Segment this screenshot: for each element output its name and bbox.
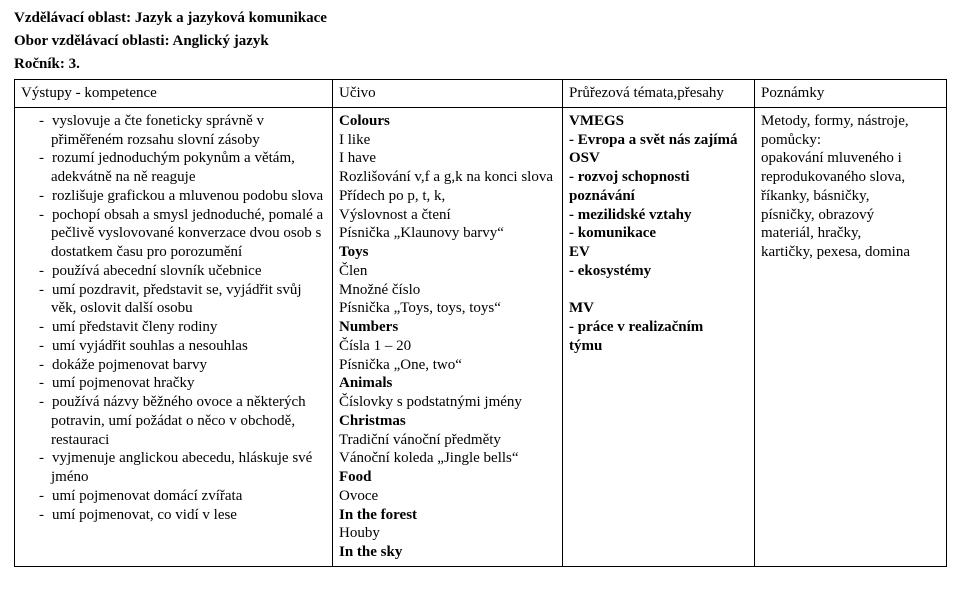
curriculum-table: Výstupy - kompetence Učivo Průřezová tém… — [14, 79, 947, 567]
notes-line: materiál, hračky, — [761, 224, 940, 243]
topics-line: MV — [569, 299, 748, 318]
header-area: Vzdělávací oblast: Jazyk a jazyková komu… — [14, 10, 946, 27]
topics-line: - mezilidské vztahy — [569, 206, 748, 225]
content-line: Člen — [339, 262, 556, 281]
topics-line: OSV — [569, 149, 748, 168]
subject-label: Obor vzdělávací oblasti — [14, 33, 165, 49]
outcomes-item: umí představit členy rodiny — [51, 318, 326, 337]
content-line: Ovoce — [339, 487, 556, 506]
cell-content: ColoursI likeI haveRozlišování v,f a g,k… — [333, 107, 563, 566]
content-line: Numbers — [339, 318, 556, 337]
content-line: Colours — [339, 112, 556, 131]
outcomes-item: pochopí obsah a smysl jednoduché, pomalé… — [51, 206, 326, 262]
content-line: Rozlišování v,f a g,k na konci slova — [339, 168, 556, 187]
header-grade: Ročník: 3. — [14, 56, 946, 73]
table-row: vyslovuje a čte foneticky správně v přim… — [15, 107, 947, 566]
content-line: Animals — [339, 374, 556, 393]
topics-line: - ekosystémy — [569, 262, 748, 281]
cell-outcomes: vyslovuje a čte foneticky správně v přim… — [15, 107, 333, 566]
content-line: In the sky — [339, 543, 556, 562]
topics-line: - Evropa a svět nás zajímá — [569, 131, 748, 150]
notes-line: písničky, obrazový — [761, 206, 940, 225]
th-notes: Poznámky — [755, 80, 947, 108]
outcomes-item: dokáže pojmenovat barvy — [51, 356, 326, 375]
topics-line: poznávání — [569, 187, 748, 206]
content-line: Čísla 1 – 20 — [339, 337, 556, 356]
cell-notes: Metody, formy, nástroje,pomůcky:opakován… — [755, 107, 947, 566]
th-outcomes: Výstupy - kompetence — [15, 80, 333, 108]
content-line: Písnička „Klaunovy barvy“ — [339, 224, 556, 243]
outcomes-item: vyslovuje a čte foneticky správně v přim… — [51, 112, 326, 150]
outcomes-item: umí vyjádřit souhlas a nesouhlas — [51, 337, 326, 356]
notes-line: pomůcky: — [761, 131, 940, 150]
outcomes-item: umí pojmenovat, co vidí v lese — [51, 506, 326, 525]
th-topics: Průřezová témata,přesahy — [563, 80, 755, 108]
content-block: ColoursI likeI haveRozlišování v,f a g,k… — [339, 112, 556, 562]
header-subject: Obor vzdělávací oblasti: Anglický jazyk — [14, 33, 946, 50]
notes-line: kartičky, pexesa, domina — [761, 243, 940, 262]
topics-line — [569, 281, 748, 300]
area-value: Jazyk a jazyková komunikace — [135, 10, 327, 26]
subject-value: : Anglický jazyk — [165, 33, 269, 49]
grade-label: Ročník: — [14, 56, 65, 72]
topics-block: VMEGS- Evropa a svět nás zajímáOSV- rozv… — [569, 112, 748, 356]
notes-line: říkanky, básničky, — [761, 187, 940, 206]
content-line: Christmas — [339, 412, 556, 431]
topics-line: - rozvoj schopnosti — [569, 168, 748, 187]
outcomes-item: rozumí jednoduchým pokynům a větám, adek… — [51, 149, 326, 187]
content-line: Přídech po p, t, k, — [339, 187, 556, 206]
notes-line: reprodukovaného slova, — [761, 168, 940, 187]
content-line: I like — [339, 131, 556, 150]
content-line: Množné číslo — [339, 281, 556, 300]
cell-topics: VMEGS- Evropa a svět nás zajímáOSV- rozv… — [563, 107, 755, 566]
content-line: I have — [339, 149, 556, 168]
content-line: Písnička „Toys, toys, toys“ — [339, 299, 556, 318]
topics-line: VMEGS — [569, 112, 748, 131]
content-line: Tradiční vánoční předměty — [339, 431, 556, 450]
grade-value: 3. — [69, 56, 80, 72]
content-line: Toys — [339, 243, 556, 262]
content-line: Houby — [339, 524, 556, 543]
topics-line: týmu — [569, 337, 748, 356]
content-line: Písnička „One, two“ — [339, 356, 556, 375]
content-line: Výslovnost a čtení — [339, 206, 556, 225]
outcomes-item: umí pozdravit, představit se, vyjádřit s… — [51, 281, 326, 319]
content-line: Číslovky s podstatnými jmény — [339, 393, 556, 412]
th-content: Učivo — [333, 80, 563, 108]
notes-block: Metody, formy, nástroje,pomůcky:opakován… — [761, 112, 940, 262]
notes-line: opakování mluveného i — [761, 149, 940, 168]
outcomes-item: umí pojmenovat hračky — [51, 374, 326, 393]
outcomes-item: používá názvy běžného ovoce a některých … — [51, 393, 326, 449]
outcomes-item: rozlišuje grafickou a mluvenou podobu sl… — [51, 187, 326, 206]
topics-line: - práce v realizačním — [569, 318, 748, 337]
topics-line: EV — [569, 243, 748, 262]
outcomes-item: používá abecední slovník učebnice — [51, 262, 326, 281]
outcomes-item: umí pojmenovat domácí zvířata — [51, 487, 326, 506]
content-line: Food — [339, 468, 556, 487]
content-line: Vánoční koleda „Jingle bells“ — [339, 449, 556, 468]
area-label: Vzdělávací oblast: — [14, 10, 131, 26]
outcomes-item: vyjmenuje anglickou abecedu, hláskuje sv… — [51, 449, 326, 487]
content-line: In the forest — [339, 506, 556, 525]
notes-line: Metody, formy, nástroje, — [761, 112, 940, 131]
table-header-row: Výstupy - kompetence Učivo Průřezová tém… — [15, 80, 947, 108]
topics-line: - komunikace — [569, 224, 748, 243]
outcomes-list: vyslovuje a čte foneticky správně v přim… — [21, 112, 326, 525]
